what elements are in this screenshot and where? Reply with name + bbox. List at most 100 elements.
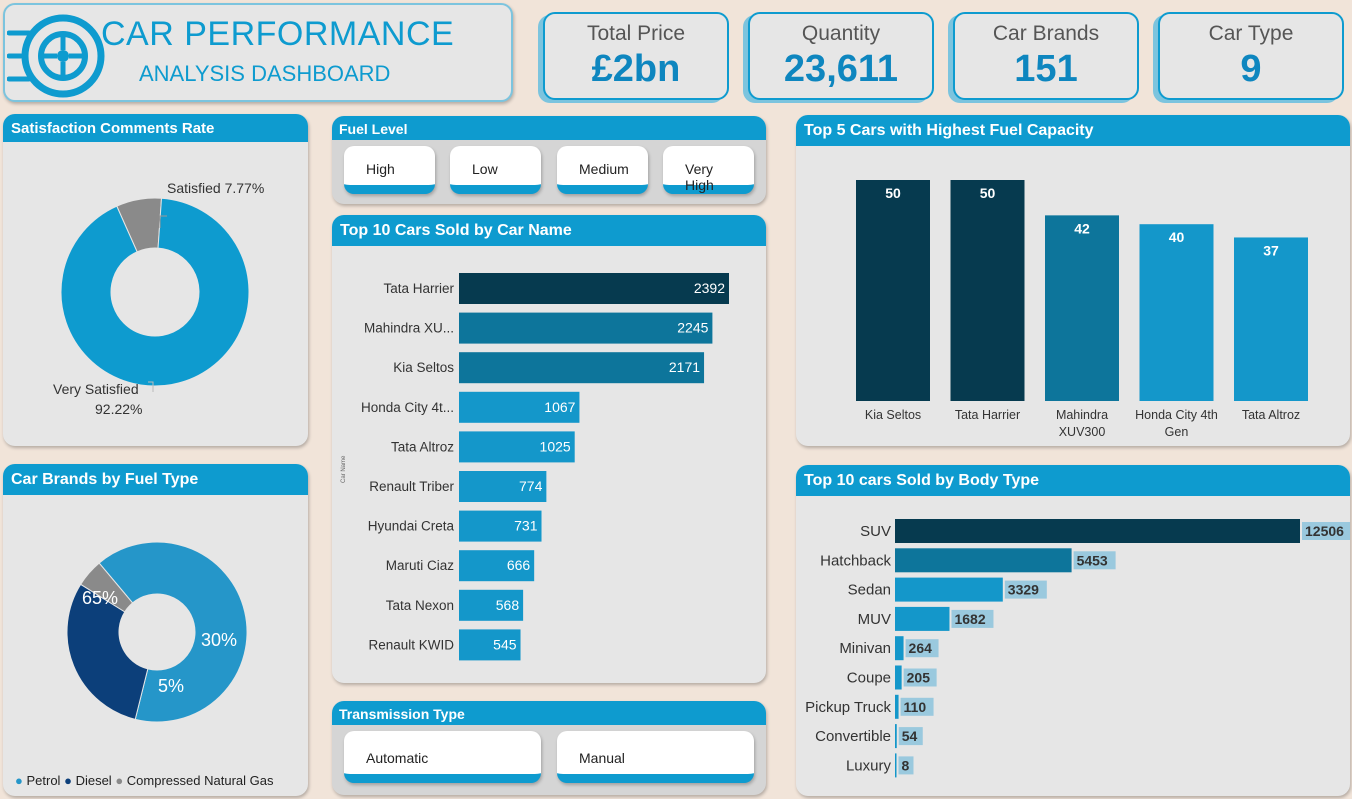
satisfied-leader-line — [159, 215, 167, 228]
data-label: 37 — [1263, 242, 1279, 258]
bar[interactable] — [895, 577, 1003, 602]
legend-cng[interactable]: ● Compressed Natural Gas — [115, 773, 274, 788]
top10-name-bar-chart: Car Name Tata Harrier 2392 Mahindra XU... 2… — [341, 273, 729, 661]
top10-body-card: Top 10 cars Sold by Body Type SUV 12506 Ha… — [796, 465, 1350, 796]
bar[interactable] — [459, 550, 535, 582]
category-label: Renault Triber — [369, 479, 454, 494]
bar[interactable] — [459, 431, 575, 463]
bar[interactable] — [459, 352, 705, 384]
transmission-manual-button[interactable]: Manual — [557, 731, 754, 783]
data-label: 42 — [1074, 220, 1090, 236]
bar[interactable] — [895, 636, 904, 661]
category-label: MUV — [858, 611, 891, 628]
data-label: 50 — [885, 185, 901, 201]
kpi-label: Car Type — [1208, 22, 1294, 45]
data-label: 12506 — [1305, 523, 1344, 539]
bar[interactable] — [895, 665, 902, 690]
data-label-background — [898, 756, 914, 775]
slicer-label: Automatic — [366, 750, 429, 766]
bar[interactable] — [459, 273, 729, 304]
category-label: Kia Seltos — [865, 408, 921, 422]
legend-petrol[interactable]: ● Petrol — [15, 773, 61, 788]
data-label: 2392 — [694, 280, 725, 296]
data-label: 666 — [507, 557, 531, 573]
very-satisfied-label: Very Satisfied — [53, 381, 139, 397]
brands-fuel-title: Car Brands by Fuel Type — [3, 464, 308, 495]
data-label: 54 — [902, 728, 918, 744]
category-label: Gen — [1165, 425, 1189, 439]
bar[interactable] — [459, 471, 547, 502]
satisfaction-card: Satisfaction Comments Rate Satisfied 7.7… — [3, 114, 308, 446]
dashboard-subtitle: ANALYSIS DASHBOARD — [139, 61, 391, 86]
category-label: Mahindra — [1056, 408, 1108, 422]
category-label: Tata Altroz — [391, 439, 454, 454]
bar[interactable] — [895, 606, 950, 631]
fuel-type-donut-chart: 65% 30% 5% — [33, 505, 283, 748]
legend-diesel[interactable]: ● Diesel — [64, 773, 112, 788]
kpi-car-brands: Car Brands 151 — [953, 12, 1139, 100]
category-label: Honda City 4th — [1135, 408, 1218, 422]
fuel-level-medium-button[interactable]: Medium — [557, 146, 648, 194]
kpi-quantity: Quantity 23,611 — [748, 12, 934, 100]
column[interactable] — [1045, 215, 1119, 401]
bar[interactable] — [895, 548, 1072, 573]
transmission-automatic-button[interactable]: Automatic — [344, 731, 541, 783]
slicer-label: High — [366, 161, 395, 177]
data-label: 110 — [904, 699, 927, 715]
very-satisfied-slice[interactable] — [60, 197, 250, 387]
bar[interactable] — [459, 510, 542, 542]
fuel-data-label: 30% — [201, 630, 237, 650]
bar[interactable] — [459, 391, 580, 423]
category-label: Tata Harrier — [955, 408, 1020, 422]
category-label: Tata Harrier — [383, 281, 454, 296]
very-satisfied-value: 92.22% — [95, 401, 142, 417]
bar[interactable] — [895, 753, 897, 778]
category-label: Pickup Truck — [805, 699, 891, 716]
legend-label: Petrol — [26, 773, 61, 788]
title-card: CAR PERFORMANCE ANALYSIS DASHBOARD — [3, 3, 513, 102]
bar[interactable] — [459, 589, 524, 621]
satisfaction-donut-chart: Satisfied 7.77% Very Satisfied 92.22% — [53, 180, 264, 417]
bar[interactable] — [895, 519, 1300, 543]
data-label: 40 — [1169, 229, 1185, 245]
cng-slice[interactable] — [78, 562, 134, 622]
fuel-level-very-high-button[interactable]: Very High — [663, 146, 754, 194]
category-label: Hyundai Creta — [368, 519, 455, 534]
diesel-slice[interactable] — [33, 574, 182, 730]
data-label: 568 — [496, 597, 520, 613]
data-label: 2171 — [669, 359, 700, 375]
data-label: 774 — [519, 478, 543, 494]
column[interactable] — [1139, 224, 1214, 401]
fuel-data-label: 5% — [158, 676, 184, 696]
wheel-icon — [7, 14, 105, 98]
satisfied-label: Satisfied 7.77% — [167, 180, 264, 196]
fuel-level-high-button[interactable]: High — [344, 146, 435, 194]
data-label-background — [905, 639, 939, 658]
column[interactable] — [1234, 237, 1308, 401]
data-label-background — [900, 697, 934, 716]
column[interactable] — [856, 180, 930, 401]
data-label-background — [951, 609, 994, 628]
bar[interactable] — [895, 694, 899, 719]
bar[interactable] — [459, 629, 521, 661]
data-label: 1025 — [540, 438, 571, 454]
top5-fuel-title: Top 5 Cars with Highest Fuel Capacity — [796, 115, 1350, 146]
kpi-label: Car Brands — [992, 22, 1100, 45]
transmission-title: Transmission Type — [332, 701, 766, 725]
fuel-level-low-button[interactable]: Low — [450, 146, 541, 194]
column[interactable] — [950, 180, 1025, 401]
bar[interactable] — [459, 312, 713, 344]
data-label: 545 — [493, 636, 517, 652]
fuel-data-label: 65% — [82, 588, 118, 608]
slicer-label: Manual — [579, 750, 625, 766]
category-label: Maruti Ciaz — [386, 558, 455, 573]
data-label: 2245 — [677, 320, 708, 336]
data-label: 1067 — [544, 399, 575, 415]
bar[interactable] — [895, 724, 897, 749]
fuel-level-title: Fuel Level — [332, 116, 766, 140]
petrol-slice[interactable] — [43, 505, 283, 748]
kpi-value: £2bn — [591, 48, 681, 90]
axis-title: Car Name — [341, 455, 347, 483]
data-label-background — [898, 727, 923, 746]
category-label: Kia Seltos — [393, 360, 454, 375]
